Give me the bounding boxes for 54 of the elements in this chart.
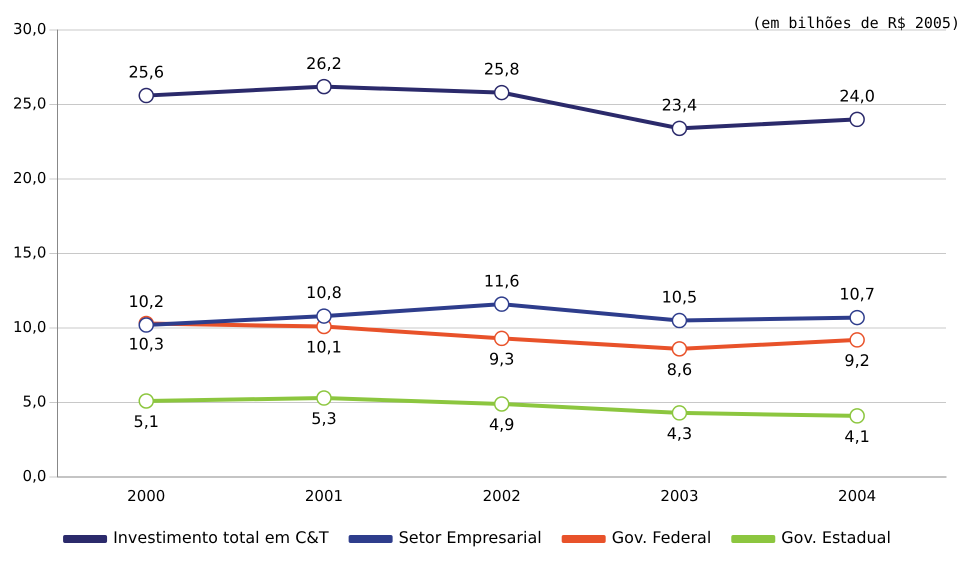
y-tick-label: 20,0 — [12, 168, 46, 187]
point — [672, 341, 688, 357]
data-label: 10,5 — [662, 288, 698, 307]
data-label: 11,6 — [484, 271, 520, 290]
y-tick-label: 10,0 — [12, 318, 46, 336]
legend-label: Setor Empresarial — [398, 528, 542, 548]
data-label: 26,2 — [306, 54, 342, 73]
data-label: 4,1 — [844, 427, 870, 446]
data-label: 25,8 — [484, 60, 520, 79]
legend-label: Gov. Federal — [612, 528, 712, 548]
y-tick-label: 5,0 — [22, 392, 46, 410]
data-label: 10,3 — [128, 334, 164, 354]
point — [494, 330, 510, 346]
annotation: (em bilhões de R$ 2005) — [752, 14, 960, 32]
data-label: 24,0 — [839, 86, 875, 106]
y-tick-label: 30,0 — [12, 20, 46, 38]
point — [316, 308, 332, 324]
point — [672, 312, 688, 328]
point — [494, 296, 510, 312]
data-label: 5,1 — [134, 412, 159, 432]
x-tick-label: 2002 — [482, 486, 521, 505]
data-label: 5,3 — [311, 409, 337, 428]
data-label: 4,3 — [666, 424, 692, 444]
data-label: 8,6 — [666, 360, 692, 380]
point — [849, 408, 865, 424]
point — [672, 405, 688, 421]
legend-label: Gov. Estadual — [781, 528, 891, 548]
point — [494, 396, 510, 412]
point — [849, 332, 865, 348]
data-label: 4,9 — [488, 415, 514, 434]
data-label: 9,2 — [844, 351, 870, 370]
y-tick-label: 15,0 — [12, 243, 46, 262]
point — [316, 78, 332, 94]
data-label: 23,4 — [662, 95, 698, 114]
data-label: 9,3 — [488, 350, 514, 369]
point — [672, 120, 688, 136]
y-tick-label: 25,0 — [12, 94, 46, 112]
y-tick-label: 0,0 — [22, 466, 46, 485]
point — [494, 84, 510, 100]
legend-label: Investimento total em C&T — [113, 528, 329, 548]
data-label: 25,6 — [128, 62, 164, 82]
point — [138, 393, 154, 409]
x-tick-label: 2004 — [838, 486, 876, 505]
data-label: 10,8 — [306, 283, 342, 302]
x-tick-label: 2000 — [127, 486, 166, 505]
point — [849, 310, 865, 326]
data-label: 10,7 — [839, 284, 875, 304]
point — [138, 88, 154, 104]
point — [849, 112, 865, 128]
data-label: 10,1 — [306, 338, 342, 357]
x-tick-label: 2001 — [304, 486, 344, 505]
x-tick-label: 2003 — [660, 486, 699, 505]
point — [316, 390, 332, 406]
data-label: 10,2 — [128, 292, 164, 312]
